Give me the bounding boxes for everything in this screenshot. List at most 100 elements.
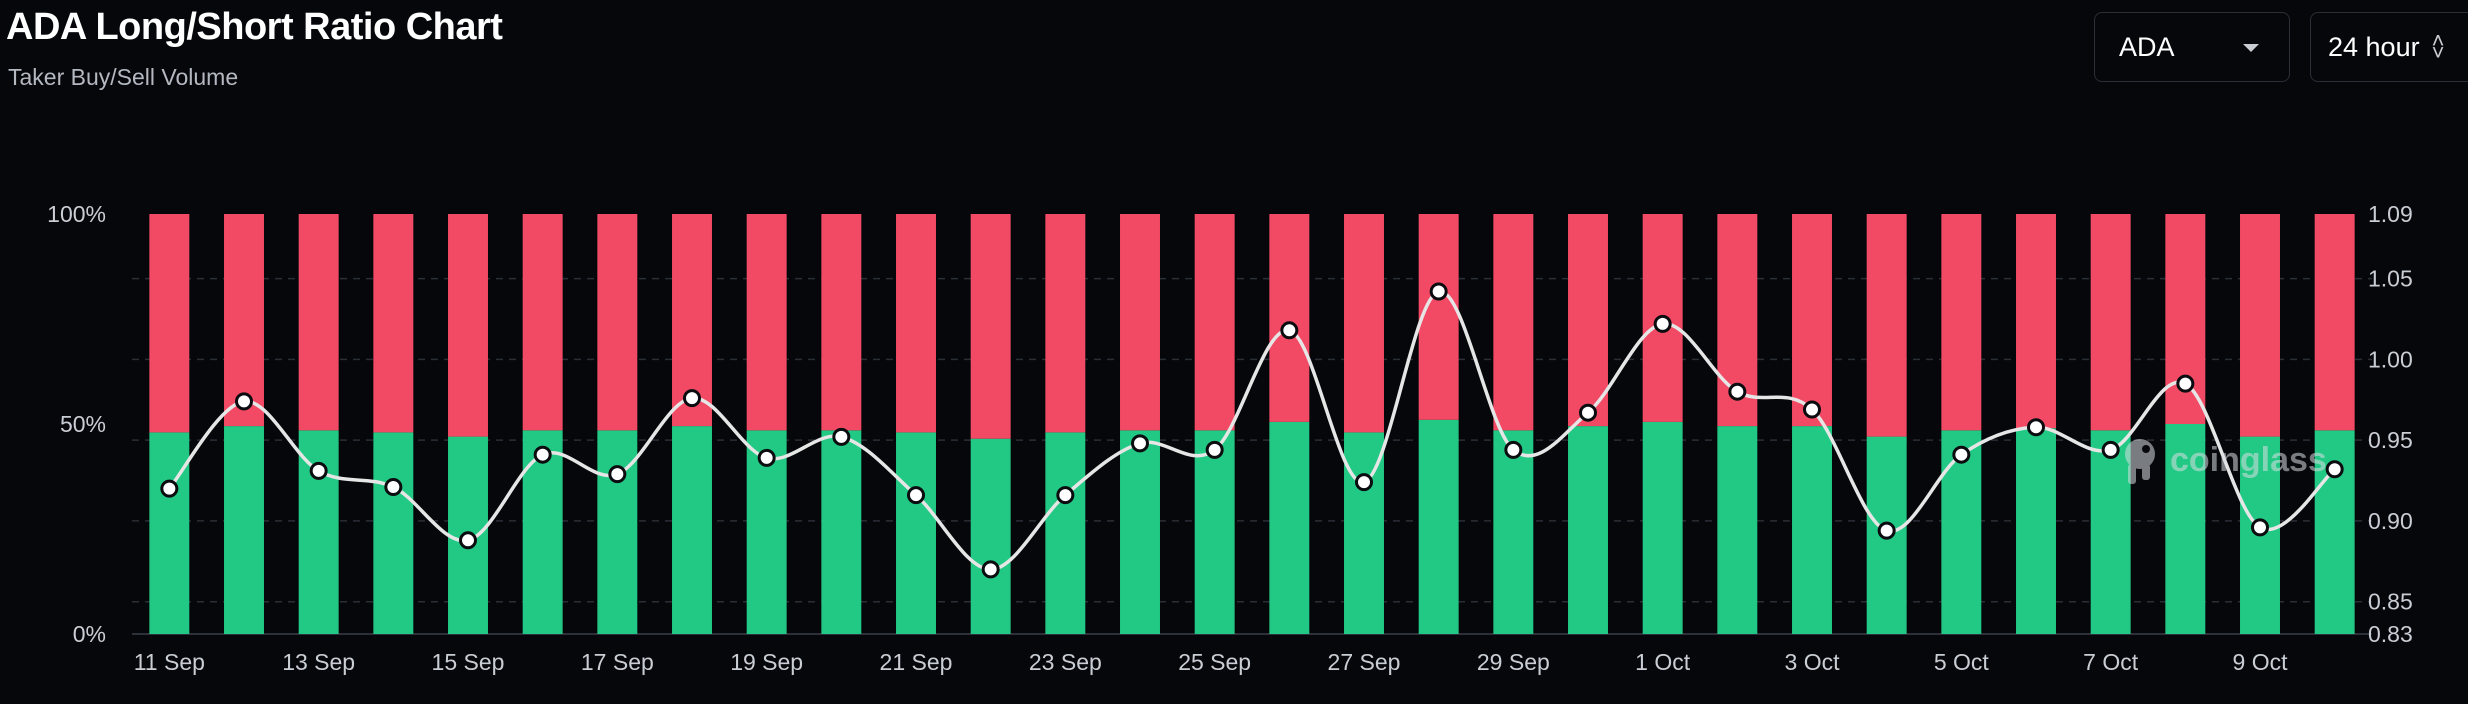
- page-subtitle: Taker Buy/Sell Volume: [8, 64, 239, 90]
- sell-bar: [2016, 214, 2056, 429]
- x-tick-label: 29 Sep: [1477, 649, 1550, 675]
- buy-bar: [1045, 432, 1086, 634]
- ratio-point: [1653, 314, 1672, 333]
- buy-bar: [672, 426, 712, 634]
- buy-bar: [224, 426, 264, 634]
- buy-bar: [1941, 430, 1982, 634]
- x-tick-label: 3 Oct: [1785, 649, 1841, 675]
- ratio-point: [2101, 440, 2120, 459]
- y-right-tick-label: 0.83: [2368, 621, 2413, 647]
- buy-bar: [597, 430, 638, 634]
- symbol-select-value: ADA: [2119, 31, 2175, 62]
- y-right-tick-label: 0.95: [2368, 427, 2413, 453]
- sell-bar: [149, 214, 190, 433]
- ratio-point: [1803, 400, 1821, 419]
- buy-bar: [1792, 426, 1832, 634]
- sell-bar: [1493, 214, 1534, 431]
- x-tick-label: 11 Sep: [134, 649, 205, 675]
- buy-bar: [2090, 430, 2131, 634]
- sell-bar: [1194, 214, 1235, 431]
- ratio-point: [907, 486, 925, 505]
- x-tick-label: 27 Sep: [1328, 649, 1401, 675]
- sell-bar: [1269, 214, 1310, 422]
- y-right-tick-label: 1.05: [2368, 266, 2413, 292]
- buy-bar: [2165, 424, 2206, 634]
- ratio-point: [1056, 486, 1075, 505]
- ratio-point: [1504, 440, 1523, 459]
- buy-bar: [1120, 430, 1160, 634]
- ratio-point: [235, 392, 253, 411]
- ratio-point: [309, 461, 328, 480]
- sell-bar: [1344, 214, 1384, 433]
- x-tick-label: 9 Oct: [2233, 649, 2289, 675]
- ratio-point: [832, 427, 851, 446]
- ratio-point: [459, 531, 477, 550]
- grid-lines: [132, 277, 2372, 635]
- buy-bar: [821, 430, 862, 634]
- ratio-point: [1952, 445, 1971, 464]
- ratio-point: [608, 465, 627, 484]
- sell-bar: [298, 214, 339, 431]
- sell-bar: [1941, 214, 1982, 431]
- ratio-point: [1280, 321, 1299, 340]
- x-tick-label: 23 Sep: [1029, 649, 1102, 675]
- y-left-tick-label: 50%: [60, 411, 106, 437]
- x-tick-label: 21 Sep: [880, 649, 953, 675]
- y-right-tick-label: 0.85: [2368, 589, 2413, 615]
- ratio-point: [2176, 374, 2195, 393]
- sell-bar: [448, 214, 488, 437]
- page-title: ADA Long/Short Ratio Chart: [6, 6, 503, 48]
- coinglass-logo: [2125, 439, 2155, 484]
- sell-bar: [1792, 214, 1832, 427]
- ratio-point: [1429, 282, 1448, 301]
- buy-bar: [1568, 426, 1608, 634]
- watermark: coinglass: [2120, 434, 2327, 486]
- y-right-tick-label: 1.09: [2368, 201, 2413, 227]
- bars: [149, 214, 2355, 634]
- ratio-point: [1579, 403, 1597, 422]
- chevron-down-icon: [2243, 44, 2259, 52]
- sell-bar: [2240, 214, 2280, 437]
- y-right-tick-label: 0.90: [2368, 508, 2413, 534]
- buy-bar: [149, 432, 190, 634]
- sell-bar: [1120, 214, 1160, 431]
- buy-bar: [1642, 421, 1683, 634]
- sell-bar: [2314, 214, 2355, 431]
- sell-bar: [1866, 214, 1907, 437]
- updown-chevron-icon: ˄ ˅: [2431, 28, 2445, 65]
- sell-bar: [746, 214, 787, 431]
- x-tick-label: 7 Oct: [2083, 649, 2139, 675]
- buy-bar: [1717, 426, 1758, 634]
- watermark-text: coinglass: [2170, 440, 2327, 479]
- ratio-point: [1877, 521, 1896, 540]
- axes: 0% 50% 100% 0.83 0.85 0.90 0.95 1.00 1.05 1.09 11 …: [47, 201, 2413, 675]
- ratio-point: [1355, 473, 1373, 492]
- symbol-select[interactable]: ADA: [2094, 12, 2290, 82]
- period-select-value: 24 hour: [2328, 31, 2420, 62]
- y-left-tick-label: 0%: [73, 621, 106, 647]
- sell-bar: [373, 214, 414, 433]
- x-tick-label: 25 Sep: [1178, 649, 1251, 675]
- sell-bar: [970, 214, 1011, 439]
- ratio-point: [533, 445, 552, 464]
- sell-bar: [896, 214, 936, 433]
- ratio-line: [167, 289, 2336, 572]
- ratio-point: [2251, 518, 2269, 537]
- buy-bar: [970, 438, 1011, 634]
- ratio-point: [1131, 434, 1149, 453]
- sell-bar: [821, 214, 862, 431]
- period-select[interactable]: 24 hour ˄ ˅: [2310, 12, 2468, 82]
- x-tick-label: 15 Sep: [432, 649, 505, 675]
- ratio-point: [1728, 382, 1747, 401]
- buy-bar: [373, 432, 414, 634]
- buy-bar: [1493, 430, 1534, 634]
- ratio-point: [2027, 418, 2045, 437]
- ratio-point: [683, 389, 701, 408]
- ratio-point: [384, 478, 403, 496]
- ratio-point: [2325, 460, 2344, 479]
- x-tick-label: 1 Oct: [1635, 649, 1691, 675]
- ratio-point: [757, 448, 776, 467]
- x-tick-label: 19 Sep: [730, 649, 803, 675]
- y-left-tick-label: 100%: [47, 201, 106, 227]
